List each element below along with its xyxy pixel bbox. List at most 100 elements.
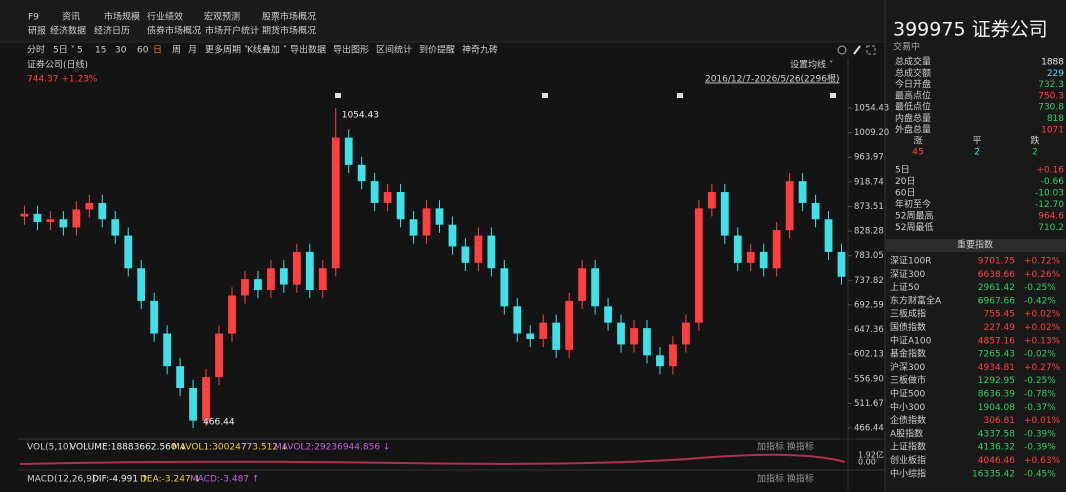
candle-body [539, 322, 548, 339]
index-name[interactable]: 上证50 [890, 282, 920, 293]
volume-strip [19, 453, 846, 465]
index-name[interactable]: 中小300 [890, 401, 925, 413]
draw-icon[interactable] [853, 45, 861, 55]
toolbar-item[interactable]: 15 [95, 46, 106, 56]
menu-item[interactable]: 股票市场概况 [262, 11, 316, 23]
index-value: 7265.43 [978, 350, 1015, 360]
menu-item[interactable]: F9 [28, 13, 39, 23]
toolbar-item[interactable]: 分时 [27, 44, 45, 56]
event-marker[interactable] [830, 93, 836, 98]
index-name[interactable]: 创业板指 [890, 454, 926, 466]
index-value: 306.81 [984, 416, 1016, 426]
index-name[interactable]: 基金指数 [890, 348, 926, 360]
indicator-buttons[interactable]: 加指标 换指标 [757, 473, 814, 485]
index-change: +0.01% [1024, 416, 1061, 426]
return-value: 710.2 [1038, 223, 1064, 233]
index-name[interactable]: 国债指数 [890, 321, 926, 333]
candle-body [396, 192, 405, 220]
candle-body [565, 300, 574, 350]
index-name[interactable]: 深证300 [890, 269, 925, 280]
menu-bg [0, 0, 885, 42]
vol-title: VOL(5,10) [27, 443, 72, 453]
menu-item[interactable]: 期货市场概况 [262, 25, 316, 37]
vol-ma1: MAVOL1:30024773.512 ↓ [172, 443, 288, 453]
stat-value: 1888 [1041, 58, 1064, 68]
toolbar-item[interactable]: K线叠加 ˅ [247, 44, 287, 56]
candle-body [331, 137, 340, 269]
candle-body [656, 355, 664, 367]
event-marker[interactable] [542, 93, 548, 98]
return-value: -12.70 [1035, 200, 1064, 210]
index-name[interactable]: 沪深300 [890, 361, 925, 373]
toolbar-item[interactable]: 30 [115, 46, 127, 56]
index-name[interactable]: 三板做市 [890, 374, 926, 386]
toolbar-item[interactable]: 区间统计 [376, 44, 412, 56]
chart-title: 证券公司(日线) [27, 59, 88, 71]
vol-value: VOLUME:18883662.560 ↓ [70, 443, 187, 453]
toolbar-item[interactable]: 到价提醒 [419, 44, 455, 56]
toolbar-item[interactable]: 更多周期 ˅ [205, 44, 248, 56]
stat-label: 总成交额 [895, 67, 931, 79]
index-name[interactable]: 三板成指 [890, 308, 926, 320]
candle-body [254, 279, 262, 291]
menu-item[interactable]: 债券市场概况 [147, 25, 201, 37]
toolbar-item[interactable]: 导出图形 [333, 44, 369, 56]
return-label: 年初至今 [895, 198, 931, 210]
menu-item[interactable]: 行业绩效 [147, 11, 183, 23]
index-name[interactable]: 企债指数 [890, 414, 926, 426]
y-tick-label: 963.97 [854, 153, 884, 163]
index-name[interactable]: 上证指数 [890, 441, 926, 453]
candle-body [513, 306, 522, 334]
index-name[interactable]: 东方财富全A [890, 294, 942, 306]
index-name[interactable]: 中小综指 [890, 467, 926, 479]
candle-body [318, 268, 327, 291]
menu-item[interactable]: 市场规模 [104, 11, 140, 23]
candle-body [837, 251, 846, 277]
candle-body [798, 181, 807, 203]
vol-axis: 1.92亿 [858, 450, 884, 460]
menu-item[interactable]: 宏观预测 [204, 11, 240, 23]
toolbar-item[interactable]: 60 [137, 46, 149, 56]
event-marker[interactable] [335, 93, 341, 98]
index-name[interactable]: 中证A100 [890, 334, 932, 346]
date-range[interactable]: 2016/12/7-2026/5/26(2296根) [705, 73, 839, 85]
menu-item[interactable]: 资讯 [62, 12, 80, 23]
stat-label: 今日开盘 [895, 78, 931, 90]
toolbar-item[interactable]: 月 [188, 45, 197, 56]
toolbar-item[interactable]: 神奇九砖 [462, 44, 498, 56]
ma-button[interactable]: 设置均线 ˅ [790, 59, 833, 71]
fullscreen-icon[interactable] [866, 45, 876, 55]
return-label: 20日 [895, 176, 915, 187]
toolbar-item[interactable]: 日 [153, 45, 162, 56]
indicator-buttons[interactable]: 加指标 换指标 [757, 441, 814, 453]
y-tick-label: 918.74 [854, 177, 884, 187]
event-marker[interactable] [677, 93, 683, 98]
index-name[interactable]: A股指数 [890, 427, 923, 439]
candle-body [785, 181, 794, 231]
breadth-header: 涨 [913, 136, 922, 147]
index-value: 2961.42 [978, 283, 1015, 293]
return-value: 964.6 [1038, 212, 1064, 222]
toolbar-item[interactable]: 导出数据 [290, 44, 326, 56]
candle-body [124, 235, 133, 269]
toolbar-item[interactable]: 5 [77, 46, 83, 56]
index-change: +0.63% [1024, 456, 1061, 466]
menu-item[interactable]: 经济日历 [94, 25, 130, 37]
breadth-value: 45 [912, 148, 923, 158]
toolbar-item[interactable]: 周 [172, 45, 181, 56]
y-tick-label: 692.59 [854, 300, 884, 310]
candle-body [111, 219, 120, 236]
y-tick-label: 466.44 [854, 424, 884, 434]
menu-item[interactable]: 经济数据 [50, 25, 86, 37]
breadth-value: 2 [1032, 148, 1038, 158]
y-tick-label: 873.51 [854, 202, 884, 212]
candle-body [344, 137, 353, 165]
menu-item[interactable]: 市场开户统计 [205, 25, 259, 37]
candle-body [150, 300, 159, 334]
index-name[interactable]: 深证100R [890, 256, 931, 267]
menu-item[interactable]: 研报 [28, 25, 46, 37]
toolbar-item[interactable]: 5日 ˅ [53, 45, 75, 56]
zoom-icon[interactable] [837, 45, 847, 55]
candle-body [20, 213, 29, 217]
index-name[interactable]: 中证500 [890, 388, 925, 400]
